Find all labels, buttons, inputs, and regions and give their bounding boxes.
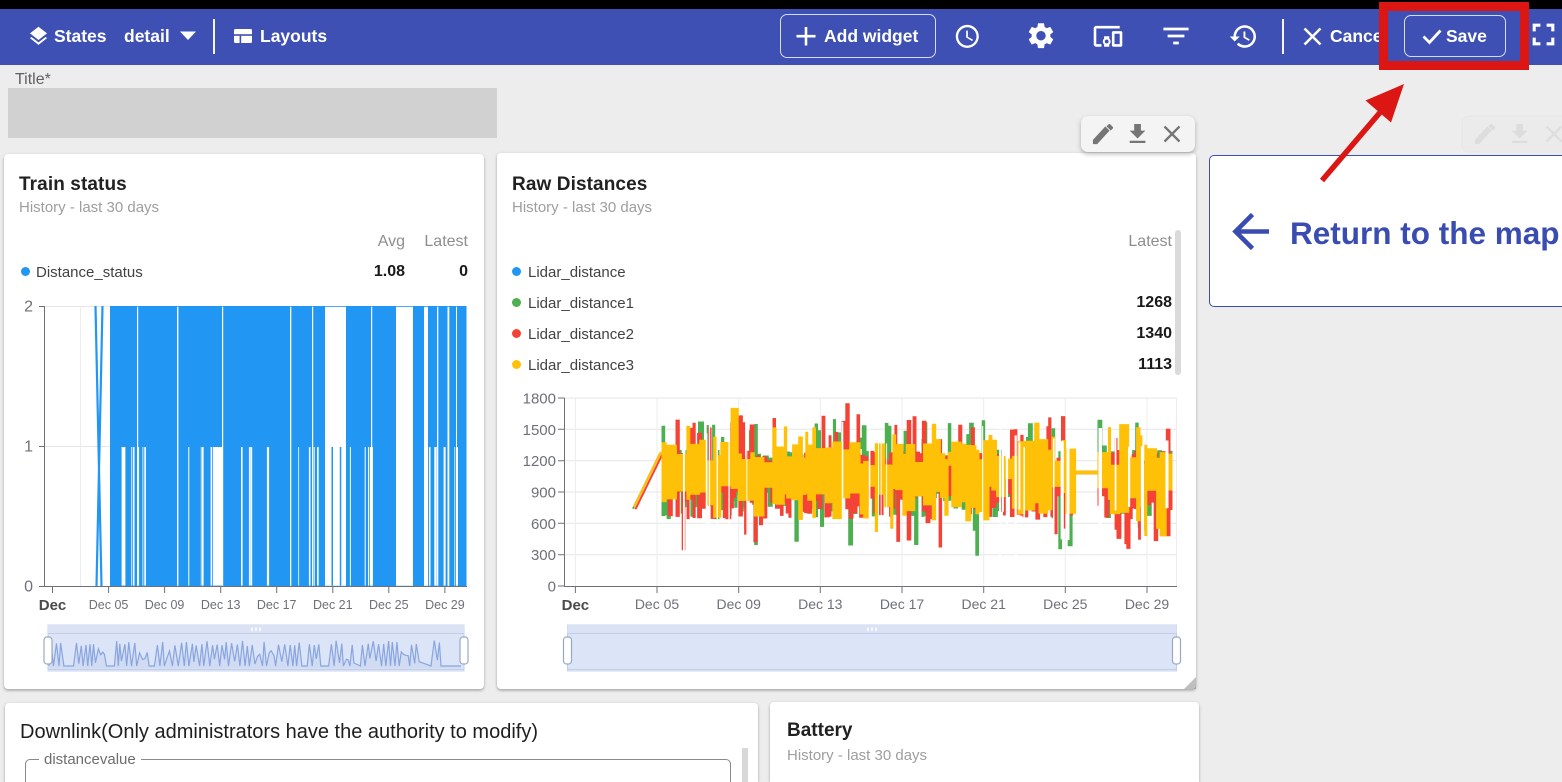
svg-text:Dec 29: Dec 29 — [1125, 596, 1170, 612]
svg-text:Dec 17: Dec 17 — [257, 598, 297, 612]
svg-text:Dec 05: Dec 05 — [635, 596, 680, 612]
svg-text:0: 0 — [548, 579, 556, 596]
svg-text:Dec 13: Dec 13 — [201, 598, 241, 612]
svg-text:Dec 09: Dec 09 — [717, 596, 762, 612]
svg-text:Dec 21: Dec 21 — [962, 596, 1007, 612]
svg-text:Dec 09: Dec 09 — [145, 598, 185, 612]
svg-text:300: 300 — [531, 547, 556, 564]
svg-text:Dec 21: Dec 21 — [313, 598, 353, 612]
svg-text:Dec 25: Dec 25 — [1043, 596, 1088, 612]
svg-text:1800: 1800 — [523, 391, 556, 408]
svg-text:1500: 1500 — [523, 422, 556, 439]
svg-text:Dec: Dec — [562, 597, 590, 614]
svg-text:2: 2 — [24, 299, 33, 316]
svg-text:Dec 13: Dec 13 — [798, 596, 843, 612]
svg-text:Dec: Dec — [39, 597, 67, 614]
svg-text:600: 600 — [531, 516, 556, 533]
svg-text:1200: 1200 — [523, 453, 556, 470]
svg-text:0: 0 — [24, 579, 33, 596]
svg-text:Dec 05: Dec 05 — [89, 598, 129, 612]
svg-text:Dec 29: Dec 29 — [425, 598, 465, 612]
svg-text:Dec 25: Dec 25 — [369, 598, 409, 612]
svg-text:900: 900 — [531, 485, 556, 502]
svg-text:Dec 17: Dec 17 — [880, 596, 925, 612]
svg-text:1: 1 — [24, 439, 33, 456]
